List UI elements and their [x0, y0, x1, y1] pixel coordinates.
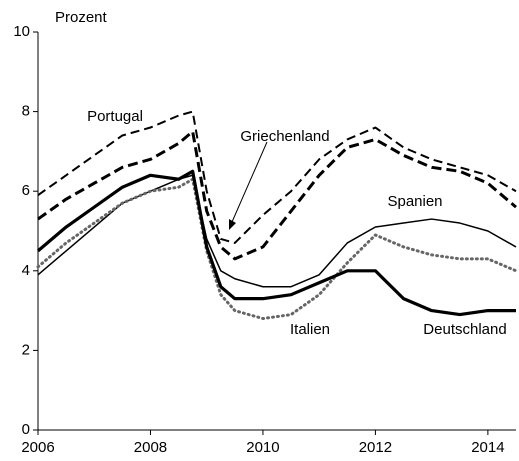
y-tick-label: 4 [22, 262, 30, 279]
annotation-arrow [231, 141, 268, 223]
x-tick-label: 2012 [359, 439, 392, 456]
y-tick-label: 10 [13, 23, 30, 40]
x-tick-label: 2006 [21, 439, 54, 456]
y-axis-label: Prozent [55, 9, 108, 26]
series-line [36, 169, 516, 317]
series-label: Italien [290, 321, 330, 338]
y-tick-label: 6 [22, 182, 30, 199]
y-tick-label: 2 [22, 341, 30, 358]
y-tick-label: 0 [22, 421, 30, 438]
series-label: Deutschland [423, 321, 506, 338]
series-line [36, 177, 518, 321]
y-tick-label: 8 [22, 103, 30, 120]
series-line [37, 110, 517, 244]
series-label: Portugal [87, 108, 143, 125]
arrow-head [229, 219, 236, 230]
series-label: Griechenland [240, 128, 329, 145]
x-tick-label: 2014 [471, 439, 504, 456]
x-tick-label: 2008 [134, 439, 167, 456]
x-tick-label: 2010 [246, 439, 279, 456]
series-label: Spanien [387, 193, 442, 210]
series-line [37, 130, 517, 261]
